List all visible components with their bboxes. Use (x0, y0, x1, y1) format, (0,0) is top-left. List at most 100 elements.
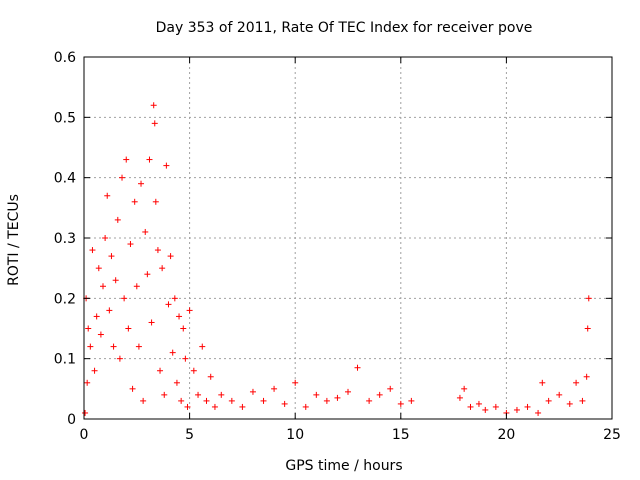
data-point (456, 394, 463, 401)
y-tick-labels: 0 0.1 0.2 0.3 0.4 0.5 0.6 (54, 50, 76, 428)
data-point (106, 307, 113, 314)
data-point (302, 403, 309, 410)
x-tick-label: 15 (392, 427, 410, 443)
data-point (169, 349, 176, 356)
x-axis-label: GPS time / hours (285, 458, 402, 474)
data-point (366, 397, 373, 404)
data-point (108, 253, 115, 260)
x-tick-label: 25 (603, 427, 621, 443)
axis-ticks (83, 56, 613, 420)
y-tick-label: 0.5 (54, 110, 76, 126)
data-point (167, 253, 174, 260)
data-point (112, 277, 119, 284)
data-point (195, 391, 202, 398)
data-point (176, 313, 183, 320)
data-point (121, 295, 128, 302)
data-point (159, 265, 166, 272)
data-point (535, 409, 542, 416)
data-point (97, 331, 104, 338)
data-point (186, 307, 193, 314)
data-point (354, 364, 361, 371)
data-point (271, 385, 278, 392)
data-point (482, 406, 489, 413)
data-point (203, 397, 210, 404)
data-point (180, 325, 187, 332)
data-point (165, 301, 172, 308)
data-point (82, 409, 89, 416)
data-point (387, 385, 394, 392)
data-point (144, 271, 151, 278)
data-point (584, 325, 591, 332)
data-point (461, 385, 468, 392)
x-tick-labels: 0 5 10 15 20 25 (80, 427, 621, 443)
data-point (135, 343, 142, 350)
x-tick-label: 0 (80, 427, 89, 443)
data-point (127, 241, 134, 248)
data-point (199, 343, 206, 350)
y-tick-label: 0.3 (54, 231, 76, 247)
data-point (91, 367, 98, 374)
data-point (539, 379, 546, 386)
data-point (178, 397, 185, 404)
data-point (467, 403, 474, 410)
data-point (146, 156, 153, 163)
y-tick-label: 0.6 (54, 50, 76, 66)
data-point (114, 216, 121, 223)
data-point (138, 180, 145, 187)
data-point (583, 373, 590, 380)
data-point (161, 391, 168, 398)
data-point (585, 295, 592, 302)
data-point (133, 283, 140, 290)
data-point (102, 235, 109, 241)
chart-title: Day 353 of 2011, Rate Of TEC Index for r… (156, 20, 533, 36)
data-point (573, 379, 580, 386)
data-point (579, 397, 586, 404)
data-point (95, 265, 102, 272)
data-point (173, 379, 180, 386)
data-point (249, 388, 256, 395)
data-point (345, 388, 351, 395)
data-point (260, 397, 267, 404)
data-point (218, 391, 225, 398)
data-point (184, 403, 191, 410)
data-point (89, 247, 96, 254)
data-point (84, 379, 91, 386)
data-point (131, 198, 138, 205)
y-axis-label: ROTI / TECUs (6, 194, 22, 286)
data-point (313, 391, 320, 398)
data-points (82, 102, 592, 416)
data-point (100, 283, 107, 290)
data-point (104, 192, 111, 199)
data-point (152, 198, 159, 205)
data-point (93, 313, 100, 320)
data-point (119, 174, 126, 181)
y-tick-label: 0 (67, 412, 76, 428)
data-point (157, 367, 164, 374)
data-point (129, 385, 136, 392)
y-tick-label: 0.1 (54, 352, 76, 368)
data-point (148, 319, 155, 326)
data-point (475, 400, 482, 407)
data-point (566, 400, 573, 407)
data-point (85, 325, 92, 332)
data-point (171, 295, 178, 302)
data-point (292, 379, 299, 386)
data-point (492, 403, 499, 410)
data-point (190, 367, 197, 374)
data-point (150, 102, 157, 109)
data-point (334, 394, 341, 401)
data-point (123, 156, 130, 163)
data-point (513, 406, 520, 413)
data-point (323, 397, 330, 404)
data-point (140, 397, 147, 404)
data-point (239, 403, 246, 410)
data-point (110, 343, 117, 350)
data-point (211, 403, 218, 410)
data-point (116, 355, 123, 362)
data-point (87, 343, 94, 350)
data-point (125, 325, 132, 332)
data-point (376, 391, 383, 398)
x-tick-label: 20 (497, 427, 515, 443)
